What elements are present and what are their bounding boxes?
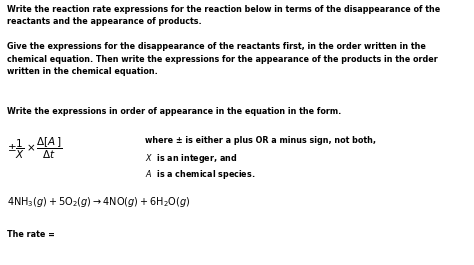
Text: $4\mathrm{NH_3}(g) + 5\mathrm{O_2}(g) \rightarrow 4\mathrm{NO}(g) + 6\mathrm{H_2: $4\mathrm{NH_3}(g) + 5\mathrm{O_2}(g) \r… bbox=[7, 195, 191, 209]
Text: Write the reaction rate expressions for the reaction below in terms of the disap: Write the reaction rate expressions for … bbox=[7, 5, 440, 26]
Text: $\mathit{X}$  is an integer, and: $\mathit{X}$ is an integer, and bbox=[145, 152, 237, 165]
Text: Give the expressions for the disappearance of the reactants first, in the order : Give the expressions for the disappearan… bbox=[7, 42, 438, 76]
Text: The rate =: The rate = bbox=[7, 230, 55, 239]
Text: $\pm\dfrac{1}{X}\times\dfrac{\Delta[A\,]}{\Delta t}$: $\pm\dfrac{1}{X}\times\dfrac{\Delta[A\,]… bbox=[7, 136, 63, 161]
Text: $\mathit{A}$  is a chemical species.: $\mathit{A}$ is a chemical species. bbox=[145, 168, 255, 181]
Text: where ± is either a plus OR a minus sign, not both,: where ± is either a plus OR a minus sign… bbox=[145, 136, 376, 145]
Text: Write the expressions in order of appearance in the equation in the form.: Write the expressions in order of appear… bbox=[7, 107, 341, 116]
